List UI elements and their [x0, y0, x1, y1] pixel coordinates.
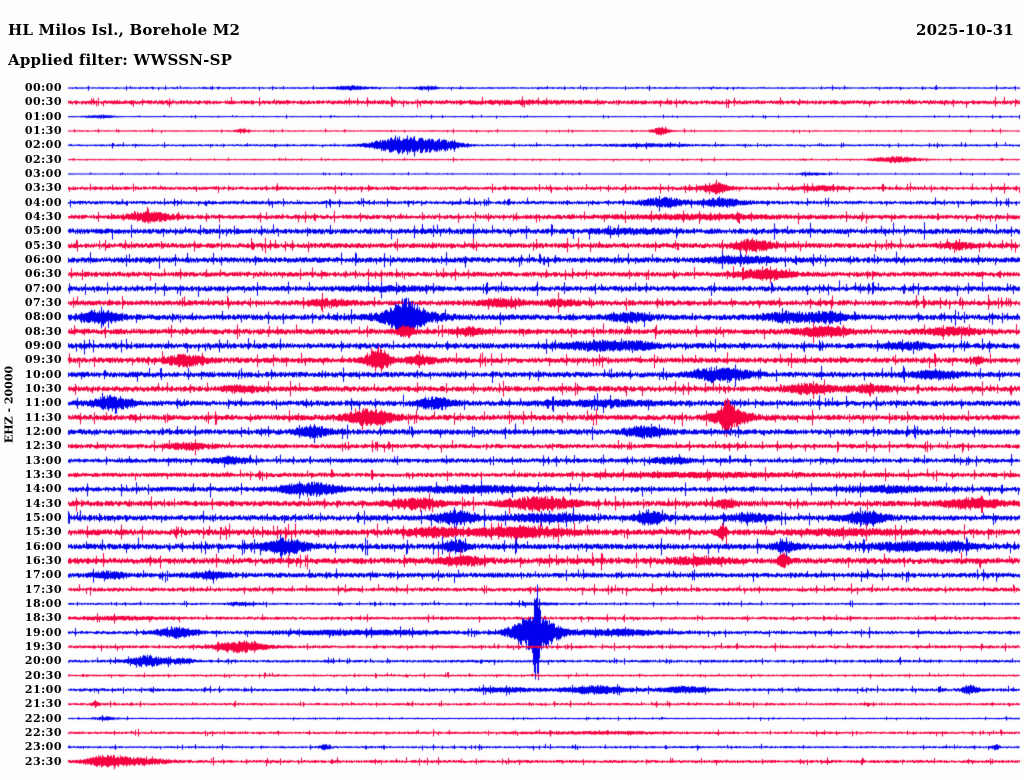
trace-time-label: 19:00 — [24, 625, 62, 639]
trace-time-label: 04:30 — [24, 209, 62, 223]
trace-time-label: 02:30 — [24, 152, 62, 166]
trace-time-label: 17:00 — [24, 568, 62, 582]
applied-filter-label: Applied filter: WWSSN-SP — [8, 51, 233, 69]
trace-time-label: 04:00 — [24, 195, 62, 209]
trace-time-label: 22:00 — [24, 711, 62, 725]
trace-time-label: 06:00 — [24, 252, 62, 266]
trace-time-label: 16:30 — [24, 553, 62, 567]
trace-time-label: 11:00 — [24, 396, 62, 410]
trace-time-label: 08:30 — [24, 324, 62, 338]
trace-time-label: 08:00 — [24, 310, 62, 324]
station-title: HL Milos Isl., Borehole M2 — [8, 21, 241, 39]
trace-time-label: 07:30 — [24, 295, 62, 309]
trace-time-label: 11:30 — [24, 410, 62, 424]
trace-time-label: 13:00 — [24, 453, 62, 467]
trace-time-label: 07:00 — [24, 281, 62, 295]
trace-time-label: 12:00 — [24, 424, 62, 438]
trace-time-label: 05:30 — [24, 238, 62, 252]
trace-time-label: 20:00 — [24, 654, 62, 668]
trace-time-label: 20:30 — [24, 668, 62, 682]
trace-time-label: 14:30 — [24, 496, 62, 510]
trace-time-label: 05:00 — [24, 224, 62, 238]
trace-time-label: 18:30 — [24, 611, 62, 625]
trace-time-label: 13:30 — [24, 467, 62, 481]
trace-time-label: 15:00 — [24, 510, 62, 524]
trace-time-label: 22:30 — [24, 725, 62, 739]
trace-time-label: 18:00 — [24, 596, 62, 610]
trace-time-label: 09:30 — [24, 353, 62, 367]
trace-time-label: 00:00 — [24, 81, 62, 94]
trace-time-label: 23:30 — [24, 754, 62, 768]
trace-time-label: 03:00 — [24, 166, 62, 180]
trace-time-label: 06:30 — [24, 267, 62, 281]
trace-time-label: 01:30 — [24, 123, 62, 137]
date-label: 2025-10-31 — [916, 21, 1014, 39]
trace-time-label: 01:00 — [24, 109, 62, 123]
trace-time-label: 02:00 — [24, 138, 62, 152]
trace-time-label: 10:30 — [24, 381, 62, 395]
trace-time-label: 00:30 — [24, 95, 62, 109]
trace-time-label: 23:00 — [24, 740, 62, 754]
trace-time-label: 03:30 — [24, 181, 62, 195]
trace-time-label: 17:30 — [24, 582, 62, 596]
trace-time-label: 12:30 — [24, 439, 62, 453]
trace-time-label: 09:00 — [24, 338, 62, 352]
trace-time-label: 15:30 — [24, 525, 62, 539]
trace-time-label: 14:00 — [24, 482, 62, 496]
trace-time-label: 19:30 — [24, 639, 62, 653]
trace-time-label: 10:00 — [24, 367, 62, 381]
trace-time-label: 21:00 — [24, 682, 62, 696]
trace-time-label: 16:00 — [24, 539, 62, 553]
trace-time-label: 21:30 — [24, 697, 62, 711]
